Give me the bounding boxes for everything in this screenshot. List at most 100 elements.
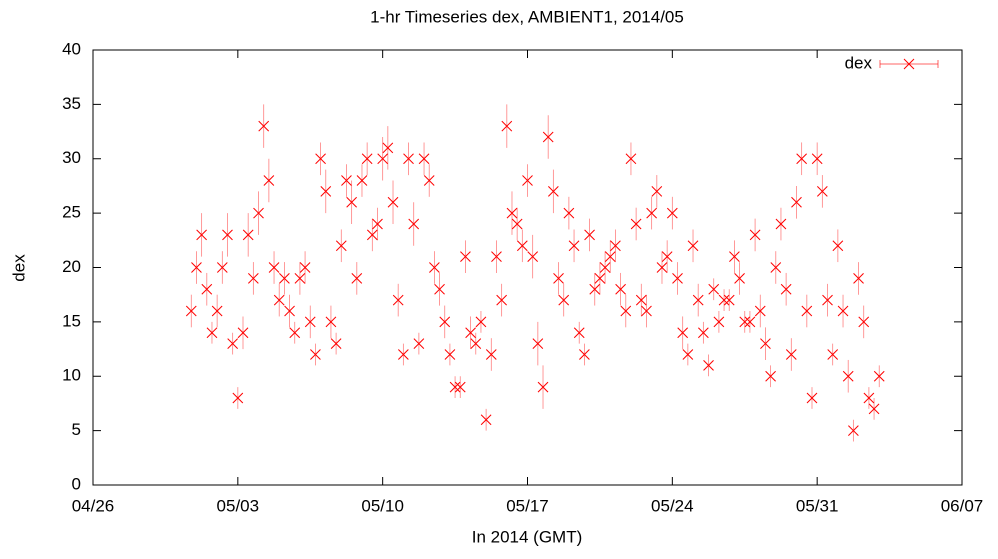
point (237, 327, 249, 339)
point-stroke (749, 229, 761, 241)
point-stroke (516, 240, 528, 252)
point (242, 229, 254, 241)
point-stroke (853, 273, 864, 284)
point-stroke (615, 283, 626, 295)
point-stroke (201, 283, 213, 295)
point-stroke (760, 338, 771, 349)
point-stroke (837, 305, 849, 317)
point-stroke (511, 218, 523, 230)
x-tick-label: 06/07 (941, 496, 984, 515)
point (247, 273, 259, 284)
point-stroke (418, 153, 430, 165)
point (216, 262, 228, 273)
point-stroke (356, 175, 368, 186)
point (713, 316, 725, 328)
point (848, 425, 859, 436)
point-stroke (475, 316, 487, 328)
point (734, 273, 745, 284)
point (211, 305, 223, 317)
point-stroke (522, 175, 533, 186)
point (760, 338, 771, 349)
point (294, 273, 306, 284)
point-stroke (206, 327, 218, 339)
point-stroke (496, 294, 507, 306)
point-stroke (222, 229, 233, 241)
point-stroke (216, 262, 228, 273)
point-stroke (646, 207, 657, 219)
point-stroke (816, 186, 828, 197)
point (620, 305, 632, 317)
point-stroke (299, 262, 311, 273)
y-tick-label: 10 (62, 366, 81, 385)
point (703, 360, 714, 371)
point-stroke (687, 240, 699, 252)
point (335, 240, 347, 252)
point-stroke (284, 305, 295, 317)
y-tick-label: 40 (62, 39, 81, 58)
point (284, 305, 295, 317)
point (791, 196, 802, 208)
point (454, 381, 466, 393)
point (356, 175, 368, 186)
point-stroke (641, 305, 652, 317)
point (816, 186, 828, 197)
point-stroke (258, 120, 270, 132)
point (444, 349, 456, 360)
point-stroke (491, 251, 502, 262)
point (320, 186, 332, 197)
point-stroke (506, 207, 518, 219)
point-stroke (460, 251, 471, 262)
x-tick-label: 04/26 (72, 496, 115, 515)
point (604, 251, 616, 262)
point-stroke (408, 218, 420, 230)
point (206, 327, 218, 339)
point-stroke (827, 349, 839, 360)
point (434, 283, 445, 295)
point-stroke (610, 240, 621, 252)
point (279, 273, 290, 284)
point (470, 338, 482, 349)
point (853, 273, 864, 284)
y-tick-label: 5 (72, 420, 81, 439)
point-stroke (444, 349, 456, 360)
point-stroke (351, 273, 363, 284)
point-stroke (672, 273, 683, 284)
point-stroke (754, 305, 766, 317)
point-stroke (903, 58, 915, 70)
point (491, 251, 502, 262)
x-tick-label: 05/03 (217, 496, 260, 515)
point-stroke (739, 316, 751, 328)
point-stroke (620, 305, 632, 317)
point (723, 294, 735, 306)
point (651, 186, 663, 197)
x-tick-label: 05/17 (506, 496, 549, 515)
point-stroke (661, 251, 673, 262)
point-stroke (232, 392, 244, 404)
point (429, 262, 440, 273)
point (594, 273, 606, 284)
point-stroke (247, 273, 259, 284)
point-stroke (775, 218, 787, 230)
point-stroke (377, 153, 389, 165)
point-stroke (656, 262, 668, 273)
point (268, 262, 280, 273)
y-tick-label: 35 (62, 94, 81, 113)
y-tick-label: 20 (62, 257, 81, 276)
point (765, 370, 776, 382)
point (537, 381, 549, 393)
point (692, 294, 704, 306)
point (542, 131, 554, 143)
point (827, 349, 839, 360)
point-stroke (692, 294, 704, 306)
point-stroke (470, 338, 482, 349)
point-stroke (341, 175, 352, 186)
point (548, 186, 559, 197)
point (903, 58, 915, 70)
point-stroke (372, 218, 383, 230)
point-stroke (439, 316, 451, 328)
point (201, 283, 213, 295)
point (377, 153, 389, 165)
point-stroke (713, 316, 725, 328)
point-stroke (542, 131, 554, 143)
point (299, 262, 311, 273)
